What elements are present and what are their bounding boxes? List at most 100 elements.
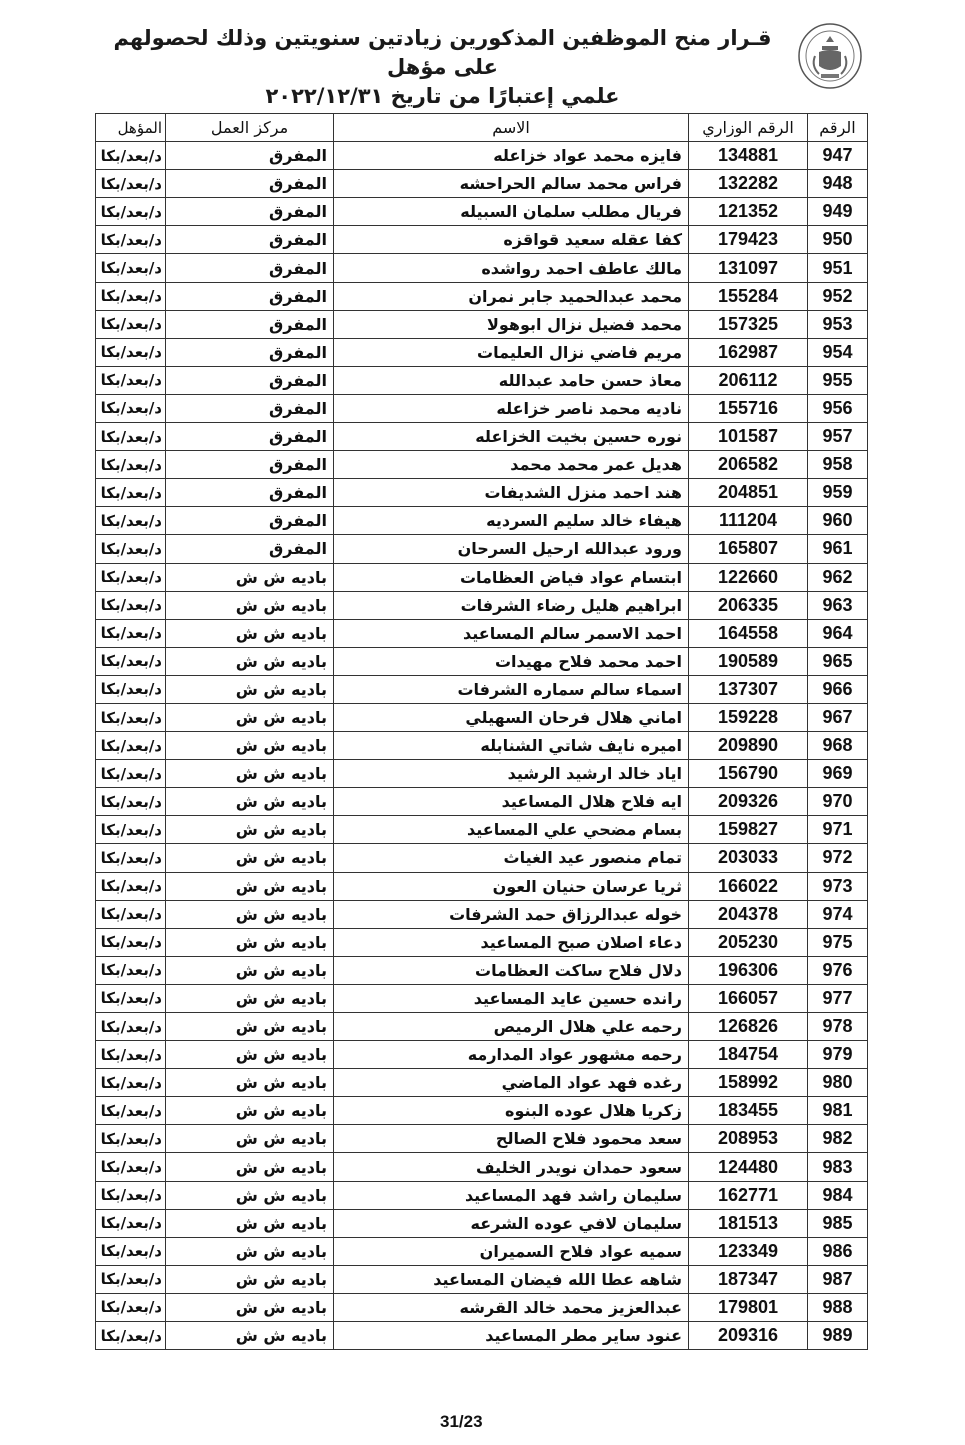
employee-name: دلال فلاح ساكت العظامات: [333, 955, 689, 985]
table-row: 979 184754 رحمه مشهور عواد المدارمه باديه ش…: [95, 1040, 868, 1070]
qualification: د/بعد/بكا: [95, 1180, 166, 1210]
work-center: باديه ش ش: [165, 1180, 334, 1210]
qualification: د/بعد/بكا: [95, 955, 166, 985]
qualification: د/بعد/بكا: [95, 759, 166, 789]
work-center: المفرق: [165, 422, 334, 452]
row-number: 959: [807, 478, 868, 508]
qualification: د/بعد/بكا: [95, 1264, 166, 1294]
work-center: المفرق: [165, 309, 334, 339]
ministry-id: 208953: [688, 1124, 808, 1154]
row-number: 971: [807, 815, 868, 845]
row-number: 987: [807, 1264, 868, 1294]
ministry-id: 181513: [688, 1208, 808, 1238]
row-number: 958: [807, 450, 868, 480]
table-row: 981 183455 زكريا هلال عوده البنوه باديه ش ش…: [95, 1096, 868, 1126]
work-center: باديه ش ش: [165, 1068, 334, 1098]
ministry-id: 209316: [688, 1321, 808, 1351]
ministry-id: 132282: [688, 169, 808, 199]
row-number: 965: [807, 646, 868, 676]
work-center: باديه ش ش: [165, 927, 334, 957]
ministry-id: 183455: [688, 1096, 808, 1126]
ministry-id: 187347: [688, 1264, 808, 1294]
table-row: 955 206112 معاذ حسن حامد عبدالله المفرق د/بع…: [95, 365, 868, 395]
employee-name: بسام مضحي علي المساعيد: [333, 815, 689, 845]
work-center: المفرق: [165, 450, 334, 480]
work-center: باديه ش ش: [165, 590, 334, 620]
qualification: د/بعد/بكا: [95, 899, 166, 929]
qualification: د/بعد/بكا: [95, 1068, 166, 1098]
row-number: 948: [807, 169, 868, 199]
table-row: 948 132282 فراس محمد سالم الحراحشه المفرق د/…: [95, 169, 868, 199]
work-center: باديه ش ش: [165, 618, 334, 648]
table-row: 961 165807 ورود عبدالله ارحيل السرحان المفر…: [95, 534, 868, 564]
employee-name: شاهه عطا الله فيضان المساعيد: [333, 1264, 689, 1294]
work-center: باديه ش ش: [165, 1011, 334, 1042]
column-header-ministry-id: الرقم الوزاري: [688, 112, 808, 143]
row-number: 957: [807, 422, 868, 452]
qualification: د/بعد/بكا: [95, 590, 166, 620]
row-number: 947: [807, 141, 868, 171]
row-number: 967: [807, 702, 868, 733]
qualification: د/بعد/بكا: [95, 141, 166, 171]
ministry-id: 123349: [688, 1236, 808, 1266]
document-title: قـرار منح الموظفين المذكورين زيادتين سنو…: [113, 26, 772, 79]
employee-name: سميه عواد فلاح السميران: [333, 1236, 689, 1266]
work-center: باديه ش ش: [165, 1292, 334, 1323]
ministry-id: 196306: [688, 955, 808, 985]
row-number: 975: [807, 927, 868, 957]
table-row: 978 126826 رحمه علي هلال الرميص باديه ش ش د/…: [95, 1011, 868, 1042]
table-row: 970 209326 ايه فلاح هلال المساعيد باديه ش ش…: [95, 787, 868, 817]
ministry-id: 124480: [688, 1152, 808, 1182]
work-center: باديه ش ش: [165, 1236, 334, 1266]
row-number: 985: [807, 1208, 868, 1238]
employee-name: محمد فضيل نزال ابوهولا: [333, 309, 689, 339]
employee-name: احمد محمد فلاح مهيدات: [333, 646, 689, 676]
row-number: 949: [807, 197, 868, 227]
work-center: المفرق: [165, 478, 334, 508]
ministry-id: 159827: [688, 815, 808, 845]
work-center: باديه ش ش: [165, 871, 334, 901]
employees-table: الرقم الرقم الوزاري الاسم مركز العمل الم…: [95, 112, 868, 1351]
row-number: 976: [807, 955, 868, 985]
qualification: د/بعد/بكا: [95, 927, 166, 957]
column-header-work-center: مركز العمل: [165, 112, 334, 143]
ministry-id: 158992: [688, 1068, 808, 1098]
table-row: 974 204378 خوله عبدالرزاق حمد الشرفات باديه…: [95, 899, 868, 929]
employee-name: تمام منصور عيد الغياث: [333, 843, 689, 873]
row-number: 984: [807, 1180, 868, 1210]
qualification: د/بعد/بكا: [95, 506, 166, 536]
work-center: باديه ش ش: [165, 1152, 334, 1182]
row-number: 966: [807, 674, 868, 704]
row-number: 988: [807, 1292, 868, 1323]
work-center: باديه ش ش: [165, 1264, 334, 1294]
qualification: د/بعد/بكا: [95, 1292, 166, 1323]
table-row: 971 159827 بسام مضحي علي المساعيد باديه ش ش…: [95, 815, 868, 845]
qualification: د/بعد/بكا: [95, 1040, 166, 1070]
work-center: باديه ش ش: [165, 646, 334, 676]
ministry-id: 134881: [688, 141, 808, 171]
qualification: د/بعد/بكا: [95, 281, 166, 311]
ministry-id: 155716: [688, 393, 808, 424]
row-number: 964: [807, 618, 868, 648]
table-row: 966 137307 اسماء سالم سماره الشرفات باديه ش…: [95, 674, 868, 704]
table-row: 984 162771 سليمان راشد فهد المساعيد باديه ش…: [95, 1180, 868, 1210]
work-center: المفرق: [165, 534, 334, 564]
row-number: 981: [807, 1096, 868, 1126]
work-center: باديه ش ش: [165, 955, 334, 985]
qualification: د/بعد/بكا: [95, 534, 166, 564]
ministry-id: 101587: [688, 422, 808, 452]
employee-name: رغده فهد عواد الماضي: [333, 1068, 689, 1098]
row-number: 950: [807, 225, 868, 255]
qualification: د/بعد/بكا: [95, 337, 166, 367]
table-row: 964 164558 احمد الاسمر سالم المساعيد باديه …: [95, 618, 868, 648]
ministry-id: 206582: [688, 450, 808, 480]
ministry-id: 206335: [688, 590, 808, 620]
column-header-qualification: المؤهل: [95, 112, 166, 143]
work-center: باديه ش ش: [165, 899, 334, 929]
row-number: 968: [807, 731, 868, 761]
qualification: د/بعد/بكا: [95, 478, 166, 508]
qualification: د/بعد/بكا: [95, 1096, 166, 1126]
row-number: 962: [807, 562, 868, 592]
employee-name: نوره حسين بخيت الخزاعله: [333, 422, 689, 452]
